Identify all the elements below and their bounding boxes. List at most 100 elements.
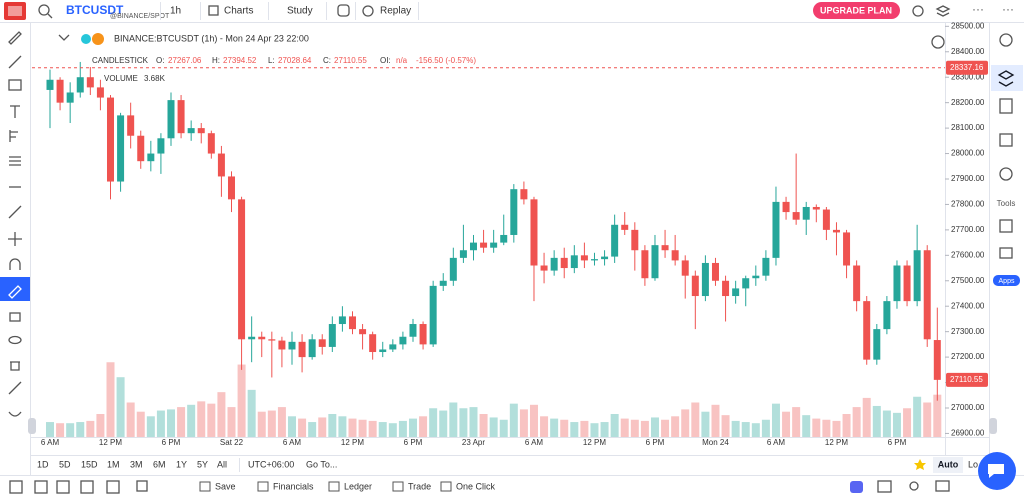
layout-buttons <box>9 480 148 494</box>
timezone[interactable]: UTC+06:00 <box>248 459 294 469</box>
y-tick-label: 27800.00 <box>951 200 985 209</box>
layers-icon[interactable] <box>935 5 951 17</box>
candle-body <box>389 344 397 350</box>
volume-bar <box>247 389 256 437</box>
range-button[interactable]: 5Y <box>197 459 208 469</box>
range-button[interactable]: 5D <box>59 459 71 469</box>
study-button[interactable]: Study <box>287 6 313 17</box>
logo[interactable] <box>4 2 26 20</box>
volume-bar <box>822 419 831 437</box>
trash-tool[interactable] <box>10 361 20 371</box>
video-button[interactable] <box>935 480 950 492</box>
candle-body <box>661 245 669 251</box>
settings-icon[interactable] <box>912 5 924 17</box>
volume-bar <box>358 419 367 437</box>
left-toolbar <box>0 31 30 417</box>
settings-button[interactable] <box>999 33 1013 47</box>
watchlist-button[interactable] <box>999 98 1013 114</box>
replay-button[interactable]: Replay <box>380 6 411 17</box>
news-button[interactable] <box>999 133 1013 147</box>
auto-button[interactable]: Auto <box>938 459 959 469</box>
more-icon[interactable]: ··· <box>972 2 984 16</box>
volume-bar <box>792 407 801 437</box>
volume-bar <box>540 416 549 437</box>
bottom-button[interactable]: Save <box>215 481 236 491</box>
candle-body <box>369 334 377 353</box>
interval[interactable]: 1h <box>170 6 181 17</box>
x-tick-label: Sat 22 <box>220 438 244 447</box>
x-tick-label: 6 AM <box>767 438 786 447</box>
layout-button[interactable] <box>34 480 48 494</box>
symbol[interactable]: BTCUSDT <box>66 3 124 17</box>
cross-tool[interactable] <box>8 232 22 246</box>
calendar-button[interactable] <box>999 219 1013 233</box>
upgrade-label: UPGRADE PLAN <box>820 5 892 15</box>
fullscreen-button[interactable] <box>136 480 148 492</box>
candle-body <box>580 255 588 261</box>
volume-bar <box>489 417 498 437</box>
lock-tool[interactable] <box>9 312 21 322</box>
candle-body <box>812 206 820 210</box>
measure-tool[interactable] <box>8 285 22 299</box>
layers-button[interactable] <box>997 70 1015 87</box>
candle-body <box>590 259 598 261</box>
range-button[interactable]: 1M <box>107 459 120 469</box>
volume-bar <box>802 415 811 437</box>
volume-bar <box>439 410 448 437</box>
bottom-icon <box>199 481 211 492</box>
volume-bar <box>106 362 115 437</box>
layout-button[interactable] <box>9 480 23 494</box>
log-button[interactable]: Lo <box>968 459 978 469</box>
line-tool[interactable] <box>8 55 22 69</box>
range-button[interactable]: All <box>217 459 227 469</box>
layout-button[interactable] <box>80 480 94 494</box>
scroll-handle[interactable] <box>989 418 997 434</box>
goto[interactable]: Go To... <box>306 459 337 469</box>
magnet-tool[interactable] <box>9 258 21 270</box>
collapse-icon[interactable] <box>58 34 70 41</box>
favorite-star[interactable] <box>914 459 926 470</box>
pencil-tool[interactable] <box>8 31 22 45</box>
range-button[interactable]: 1Y <box>176 459 187 469</box>
keyboard-button[interactable] <box>877 480 892 493</box>
volume-bar <box>560 419 569 437</box>
bottom-button[interactable]: Ledger <box>344 481 372 491</box>
trend-tool[interactable] <box>8 205 22 219</box>
alerts-button[interactable] <box>999 247 1013 259</box>
volume-bar <box>46 422 54 437</box>
upgrade-button[interactable] <box>813 2 900 19</box>
scroll-handle[interactable] <box>28 418 36 434</box>
range-button[interactable]: 15D <box>81 459 98 469</box>
volume-bar <box>882 410 891 437</box>
range-button[interactable]: 1D <box>37 459 49 469</box>
info-button[interactable] <box>999 167 1013 181</box>
pattern-tool[interactable] <box>9 156 21 166</box>
instagram-icon[interactable] <box>337 4 350 17</box>
more-icon[interactable]: ··· <box>1002 2 1014 16</box>
layout-button[interactable] <box>56 480 70 494</box>
charts-button[interactable]: Charts <box>224 6 253 17</box>
bottom-button[interactable]: Financials <box>273 481 314 491</box>
bottom-button[interactable]: Trade <box>408 481 431 491</box>
twitter-tool[interactable] <box>8 411 22 417</box>
volume-bar <box>348 418 357 437</box>
eye-tool[interactable] <box>8 335 22 345</box>
volume-bar <box>832 420 841 437</box>
idea-button[interactable] <box>909 481 919 491</box>
candle-body <box>278 340 286 350</box>
ruler-tool[interactable] <box>8 381 22 395</box>
apps-button[interactable] <box>993 275 1020 286</box>
chart-settings-icon[interactable] <box>931 35 945 49</box>
text-tool[interactable] <box>10 105 20 118</box>
x-tick-label: 6 AM <box>41 438 60 447</box>
volume-value: 3.68K <box>144 74 166 83</box>
layout-button[interactable] <box>106 480 120 494</box>
range-button[interactable]: 3M <box>130 459 143 469</box>
volume-bar <box>650 417 659 437</box>
fib-tool[interactable] <box>9 130 18 142</box>
search-icon[interactable] <box>38 4 53 19</box>
discord-button[interactable] <box>850 481 863 493</box>
bottom-button[interactable]: One Click <box>456 481 496 491</box>
range-button[interactable]: 6M <box>153 459 166 469</box>
rect-tool[interactable] <box>8 79 22 91</box>
